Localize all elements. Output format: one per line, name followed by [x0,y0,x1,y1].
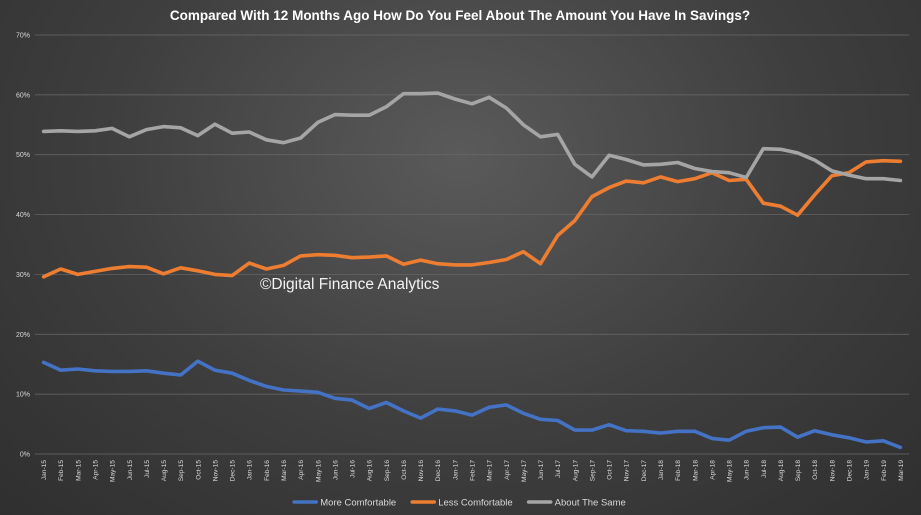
y-tick-label: 40% [16,212,30,219]
series-line-less-comfortable [41,158,903,279]
x-tick-label: Dec-15 [230,460,237,482]
x-tick-label: Jan-19 [864,460,871,480]
x-tick-label: Jun-16 [332,460,339,480]
legend: More Comfortable Less Comfortable About Th… [292,498,626,509]
x-tick-label: Dec-16 [435,460,442,482]
series-line-about-the-same [41,91,903,183]
y-tick-label: 60% [16,92,30,99]
x-tick-label: Dec-17 [641,460,648,482]
x-tick-label: May-18 [727,460,734,482]
x-tick-label: May-16 [315,460,322,482]
y-tick-label: 70% [16,33,30,40]
y-tick-label: 50% [16,152,30,159]
x-tick-label: Jul-16 [350,460,357,478]
x-tick-label: Feb-18 [675,460,682,481]
x-tick-label: Nov-17 [624,460,631,482]
x-tick-label: Aug-15 [161,460,168,482]
legend-label: About The Same [555,498,626,509]
x-tick-label: Jun-18 [744,460,751,480]
y-axis-ticks: 0% 10% 20% 30% 40% 50% 60% 70% [16,33,30,459]
x-tick-label: Apr-17 [504,460,511,480]
gridlines [35,34,909,455]
x-tick-label: Apr-16 [298,460,305,480]
x-tick-label: Jan-18 [658,460,665,480]
x-tick-label: Oct-15 [195,460,202,480]
x-tick-label: Sep-18 [795,460,802,482]
x-tick-label: Nov-16 [418,460,425,482]
x-tick-label: Jan-17 [452,460,459,480]
x-tick-label: Oct-18 [812,460,819,480]
x-tick-label: Feb-16 [264,460,271,481]
x-tick-label: Sep-17 [589,460,596,482]
x-tick-label: Sep-15 [178,460,185,482]
y-tick-label: 10% [16,392,30,399]
x-tick-label: Aug-17 [572,460,579,482]
x-tick-label: Sep-16 [384,460,391,482]
x-tick-label: Nov-15 [212,460,219,482]
y-tick-label: 0% [20,452,30,459]
x-tick-label: Jun-17 [538,460,545,480]
x-tick-label: Dec-18 [847,460,854,482]
chart-title: Compared With 12 Months Ago How Do You F… [170,8,750,23]
x-tick-label: Aug-16 [367,460,374,482]
x-tick-label: May-15 [110,460,117,482]
x-tick-label: Jul-18 [761,460,768,478]
legend-label: Less Comfortable [438,498,512,509]
series-line-more-comfortable [41,359,903,450]
x-tick-label: Jul-17 [555,460,562,478]
x-tick-label: Mar-15 [75,460,82,481]
x-tick-label: Jan-15 [41,460,48,480]
x-tick-label: May-17 [521,460,528,482]
x-tick-label: Jun-15 [127,460,134,480]
x-tick-label: Mar-19 [898,460,905,481]
x-tick-label: Jan-16 [247,460,254,480]
series-lines [41,91,903,450]
legend-label: More Comfortable [320,498,396,509]
x-tick-label: Mar-16 [281,460,288,481]
x-tick-label: Oct-16 [401,460,408,480]
watermark-text: ©Digital Finance Analytics [260,276,440,293]
x-tick-label: Oct-17 [607,460,614,480]
x-tick-label: Feb-15 [58,460,65,481]
y-tick-label: 30% [16,272,30,279]
x-tick-label: Jul-15 [144,460,151,478]
x-tick-label: Apr-18 [709,460,716,480]
x-tick-label: Aug-18 [778,460,785,482]
y-tick-label: 20% [16,332,30,339]
x-tick-label: Feb-17 [470,460,477,481]
x-tick-label: Feb-19 [881,460,888,481]
x-tick-label: Mar-18 [692,460,699,481]
x-tick-label: Mar-17 [487,460,494,481]
x-tick-label: Apr-15 [92,460,99,480]
x-axis-ticks: Jan-15 Feb-15 Mar-15 Apr-15 May-15 Jun-15 Jul-… [41,460,905,482]
x-tick-label: Nov-18 [829,460,836,482]
